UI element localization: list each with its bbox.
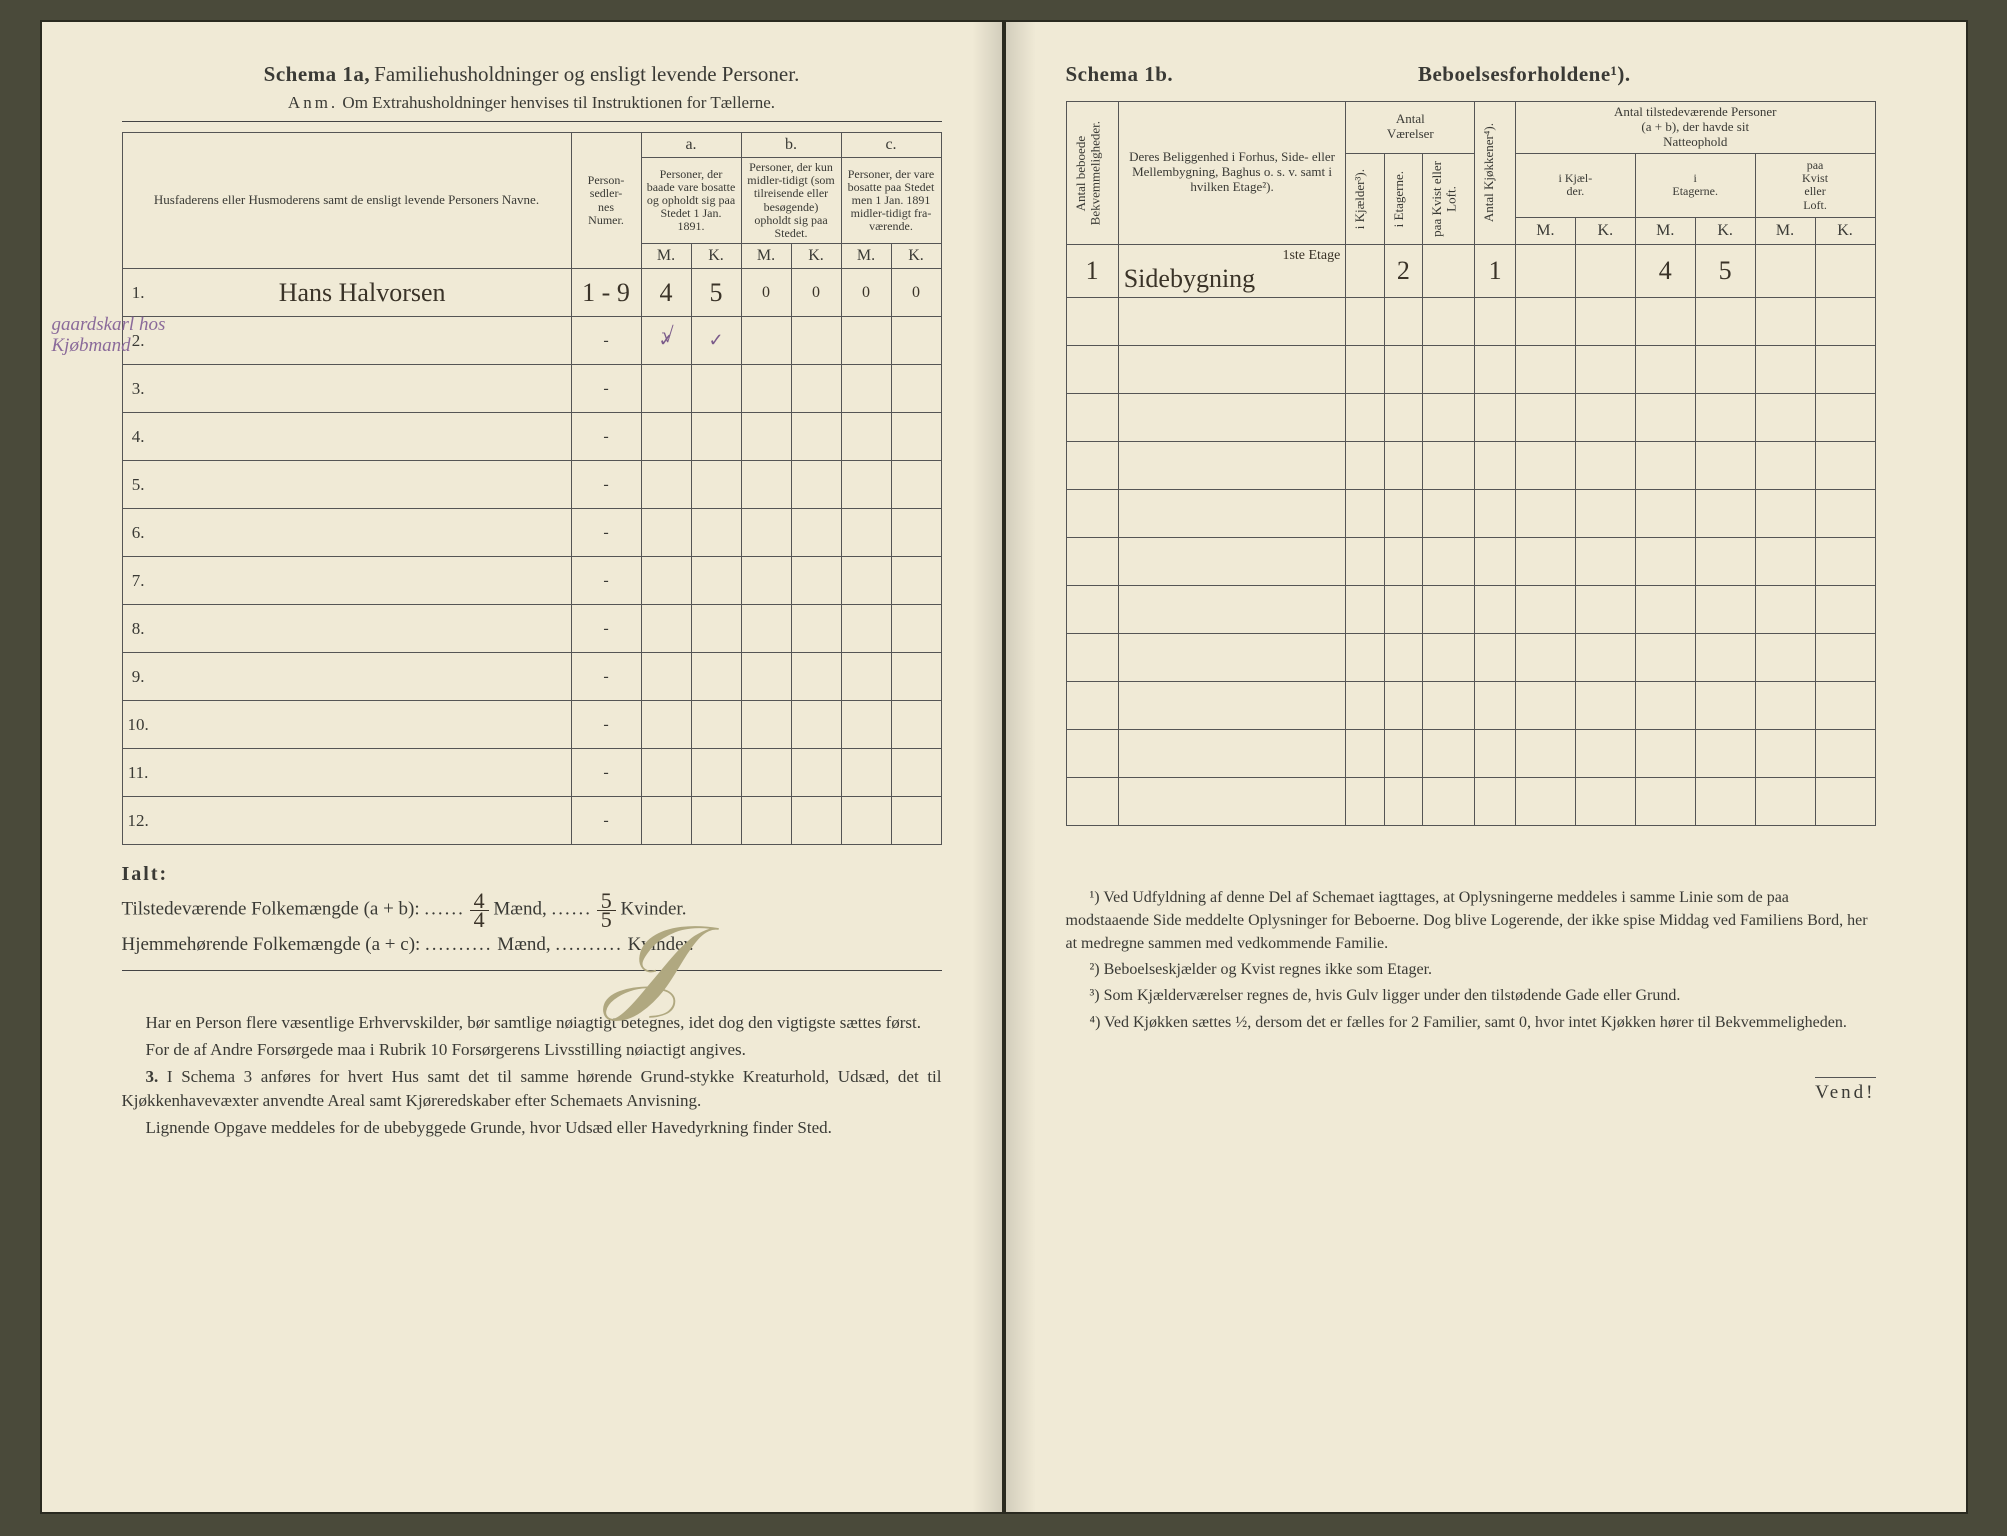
person-num: 1 - 9 [571, 269, 641, 317]
table-row [1066, 729, 1875, 777]
total-present: Tilstedeværende Folkemængde (a + b): ...… [122, 892, 942, 928]
hdr-a-text: Personer, der baade vare bosatte og opho… [641, 158, 741, 244]
table-row [1066, 345, 1875, 393]
hdr-personer: Antal tilstedeværende Personer (a + b), … [1515, 102, 1875, 154]
cell-em: 4 [1635, 244, 1695, 297]
hdr-m: M. [641, 244, 691, 269]
table-row [1066, 393, 1875, 441]
right-page: Schema 1b. Beboelsesforholdene¹). Antal … [1006, 22, 1966, 1512]
cell-aK: 5 [691, 269, 741, 317]
note-p3: 3. I Schema 3 anføres for hvert Hus samt… [122, 1065, 942, 1114]
footnote-3: ³) Som Kjælderværelser regnes de, hvis G… [1066, 984, 1876, 1007]
cell-cM: 0 [841, 269, 891, 317]
totals-block: Ialt: Tilstedeværende Folkemængde (a + b… [122, 863, 942, 956]
notes-block: Har en Person flere væsentlige Erhvervsk… [122, 1011, 942, 1140]
note-p2: For de af Andre Forsørgede maa i Rubrik … [122, 1038, 942, 1063]
hdr-c: c. [841, 133, 941, 158]
hdr-c-text: Personer, der vare bosatte paa Stedet me… [841, 158, 941, 244]
table-row [1066, 585, 1875, 633]
cell-bK: 0 [791, 269, 841, 317]
census-table-1b: Antal beboede Bekvemmeligheder. Deres Be… [1066, 101, 1876, 826]
table-row: 7.- [122, 557, 941, 605]
table-row: 12.- [122, 797, 941, 845]
table-row [1066, 489, 1875, 537]
cell-num: 1 [1066, 244, 1118, 297]
hdr-ikjaelder: i Kjæl- der. [1515, 153, 1635, 217]
hdr-name: Husfaderens eller Husmoderens samt de en… [122, 133, 571, 269]
note-p1: Har en Person flere væsentlige Erhvervsk… [122, 1011, 942, 1036]
hdr-k: K. [691, 244, 741, 269]
cell-belig: 1ste Etage Sidebygning [1118, 244, 1346, 297]
table-row [1066, 441, 1875, 489]
hdr-k: K. [791, 244, 841, 269]
vend-label: Vend! [1815, 1077, 1875, 1104]
divider [122, 121, 942, 122]
hdr-m: M. [841, 244, 891, 269]
table-row: 1. Hans Halvorsen 1 - 9 4 5 0 0 0 0 [122, 269, 941, 317]
hdr-vaerelser: Antal Værelser [1346, 102, 1475, 154]
hdr-kjaelder: i Kjælder³). [1346, 153, 1384, 244]
table-row: 6.- [122, 509, 941, 557]
table-row: 8.- [122, 605, 941, 653]
divider [122, 970, 942, 971]
name-cell: Hans Halvorsen [154, 269, 571, 317]
left-page: gaardskarl hos Kjøbmand √ 𝒥 Schema 1a, F… [42, 22, 1002, 1512]
hdr-number: Person- sedler- nes Numer. [571, 133, 641, 269]
table-row: 2.- ✓ ✓ [122, 317, 941, 365]
hdr-beliggenhed: Deres Beliggenhed i Forhus, Side- eller … [1118, 102, 1346, 245]
table-row [1066, 297, 1875, 345]
footnote-4: ⁴) Ved Kjøkken sættes ½, dersom det er f… [1066, 1011, 1876, 1034]
table-row [1066, 537, 1875, 585]
table-row: 1 1ste Etage Sidebygning 2 1 4 5 [1066, 244, 1875, 297]
table-row [1066, 777, 1875, 825]
hdr-etagerne: i Etagerne. [1384, 153, 1422, 244]
hdr-antal-bekv: Antal beboede Bekvemmeligheder. [1066, 102, 1118, 245]
hdr-a: a. [641, 133, 741, 158]
check-mark-icon: √ [662, 322, 674, 348]
note-p4: Lignende Opgave meddeles for de ubebygge… [122, 1116, 942, 1141]
table-row: 4.- [122, 413, 941, 461]
tick-icon: ✓ [708, 330, 723, 350]
cell-cK: 0 [891, 269, 941, 317]
hdr-kvist: paa Kvist eller Loft. [1423, 153, 1475, 244]
cell-bM: 0 [741, 269, 791, 317]
table-row: 3.- [122, 365, 941, 413]
table-row: 5.- [122, 461, 941, 509]
schema-number: Schema 1a, [264, 62, 371, 86]
cell-aM: 4 [641, 269, 691, 317]
table-row [1066, 681, 1875, 729]
margin-annotation: gaardskarl hos Kjøbmand [52, 315, 166, 357]
cell-kjok: 1 [1475, 244, 1516, 297]
cell-etag: 2 [1384, 244, 1422, 297]
book-spread: gaardskarl hos Kjøbmand √ 𝒥 Schema 1a, F… [40, 20, 1968, 1514]
total-resident: Hjemmehørende Folkemængde (a + c): .....… [122, 934, 942, 956]
schema-subtitle: Familiehusholdninger og ensligt levende … [374, 62, 799, 86]
footnote-2: ²) Beboelseskjælder og Kvist regnes ikke… [1066, 958, 1876, 981]
hdr-k: K. [891, 244, 941, 269]
hdr-b: b. [741, 133, 841, 158]
schema-title: Schema 1b. Beboelsesforholdene¹). [1066, 62, 1876, 87]
hdr-m: M. [741, 244, 791, 269]
schema-title: Schema 1a, Familiehusholdninger og ensli… [122, 62, 942, 87]
census-table-1a: Husfaderens eller Husmoderens samt de en… [122, 132, 942, 845]
table-row: 11.- [122, 749, 941, 797]
footnote-1: ¹) Ved Udfyldning af denne Del af Schema… [1066, 886, 1876, 956]
anm-note: Anm. Om Extrahusholdninger henvises til … [122, 93, 942, 113]
hdr-ietagerne: i Etagerne. [1635, 153, 1755, 217]
cell-ek: 5 [1695, 244, 1755, 297]
hdr-kjokken: Antal Kjøkkener⁴). [1475, 102, 1516, 245]
table-row: 9.- [122, 653, 941, 701]
row-number: 1. [122, 269, 154, 317]
hdr-b-text: Personer, der kun midler-tidigt (som til… [741, 158, 841, 244]
table-row: 10.- [122, 701, 941, 749]
hdr-paakvist: paa Kvist eller Loft. [1755, 153, 1875, 217]
footnotes: ¹) Ved Udfyldning af denne Del af Schema… [1066, 886, 1876, 1034]
table-row [1066, 633, 1875, 681]
